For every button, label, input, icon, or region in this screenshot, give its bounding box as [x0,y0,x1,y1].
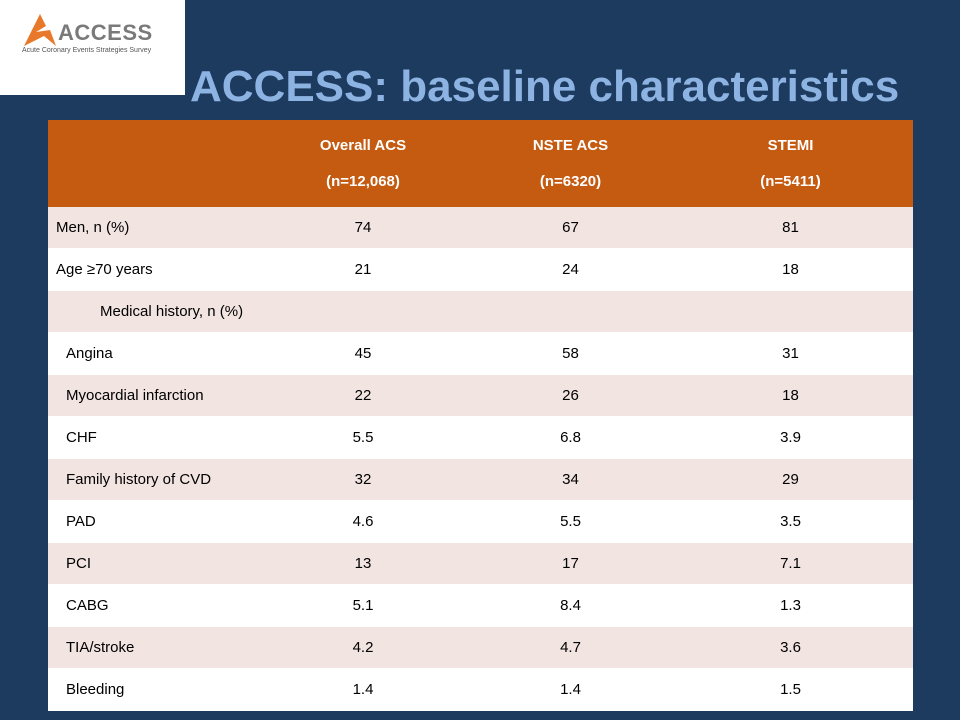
cell-value: 32 [253,458,473,501]
header-cell [48,120,253,207]
row-label: Medical history, n (%) [48,290,253,333]
empty-cell [473,290,668,333]
cell-value: 58 [473,332,668,375]
logo-subtitle: Acute Coronary Events Strategies Survey [22,47,152,54]
cell-value: 29 [668,458,913,501]
cell-value: 74 [253,207,473,249]
cell-value: 24 [473,248,668,291]
cell-value: 21 [253,248,473,291]
table-row: CHF 5.5 6.8 3.9 [48,416,913,459]
row-label: CHF [48,416,253,459]
row-label: Family history of CVD [48,458,253,501]
cell-value: 67 [473,207,668,249]
column-name: Overall ACS [319,136,407,154]
cell-value: 8.4 [473,584,668,627]
cell-value: 3.5 [668,500,913,543]
cell-value: 45 [253,332,473,375]
header-cell: NSTE ACS (n=6320) [473,120,668,207]
cell-value: 1.4 [253,668,473,711]
cell-value: 18 [668,374,913,417]
table-row: TIA/stroke 4.2 4.7 3.6 [48,626,913,669]
cell-value: 3.6 [668,626,913,669]
cell-value: 5.5 [253,416,473,459]
table-row: CABG 5.1 8.4 1.3 [48,584,913,627]
cell-value: 22 [253,374,473,417]
logo-name: ACCESS [58,20,153,45]
cell-value: 18 [668,248,913,291]
row-label: Age ≥70 years [48,248,253,291]
logo-icon [24,14,56,46]
table-row: Bleeding 1.4 1.4 1.5 [48,668,913,711]
slide-title: ACCESS: baseline characteristics [190,62,900,111]
table-row: Angina 45 58 31 [48,332,913,375]
cell-value: 4.7 [473,626,668,669]
row-label: PCI [48,542,253,585]
cell-value: 3.9 [668,416,913,459]
row-label: Men, n (%) [48,207,253,249]
table-row: Age ≥70 years 21 24 18 [48,248,913,291]
table-row: Medical history, n (%) [48,290,913,333]
cell-value: 1.3 [668,584,913,627]
cell-value: 81 [668,207,913,249]
table: Overall ACS (n=12,068) NSTE ACS (n=6320) STE… [48,120,913,711]
row-label: CABG [48,584,253,627]
column-name: STEMI [767,136,814,154]
table-row: Men, n (%) 74 67 81 [48,207,913,249]
table-row: PCI 13 17 7.1 [48,542,913,585]
cell-value: 7.1 [668,542,913,585]
cell-value: 1.5 [668,668,913,711]
table-row: PAD 4.6 5.5 3.5 [48,500,913,543]
cell-value: 26 [473,374,668,417]
empty-cell [668,290,913,333]
cell-value: 13 [253,542,473,585]
cell-value: 5.1 [253,584,473,627]
header-row: Overall ACS (n=12,068) NSTE ACS (n=6320) STE… [48,120,913,207]
row-label: Bleeding [48,668,253,711]
cell-value: 1.4 [473,668,668,711]
cell-value: 17 [473,542,668,585]
cell-value: 5.5 [473,500,668,543]
row-label: TIA/stroke [48,626,253,669]
cell-value: 6.8 [473,416,668,459]
cell-value: 34 [473,458,668,501]
cell-value: 4.2 [253,626,473,669]
header-cell: Overall ACS (n=12,068) [253,120,473,207]
column-n: (n=6320) [539,172,602,190]
table-row: Family history of CVD 32 34 29 [48,458,913,501]
row-label: Myocardial infarction [48,374,253,417]
cell-value: 31 [668,332,913,375]
table-body: Men, n (%) 74 67 81 Age ≥70 years 21 24 18 Medic… [48,207,913,711]
table-row: Myocardial infarction 22 26 18 [48,374,913,417]
column-n: (n=5411) [760,172,821,190]
logo: ACCESS Acute Coronary Events Strategies … [0,0,185,95]
row-label: Angina [48,332,253,375]
header-cell: STEMI (n=5411) [668,120,913,207]
empty-cell [253,290,473,333]
row-label: PAD [48,500,253,543]
column-name: NSTE ACS [532,136,609,154]
column-n: (n=12,068) [326,172,400,190]
cell-value: 4.6 [253,500,473,543]
